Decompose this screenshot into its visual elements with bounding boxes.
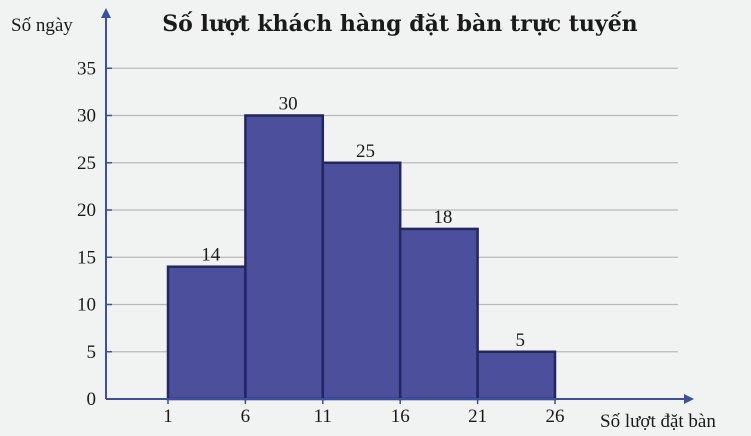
y-tick-label: 0 (87, 389, 97, 410)
y-tick-label: 20 (77, 200, 96, 221)
x-tick-label: 11 (314, 406, 332, 427)
data-label: 18 (433, 207, 452, 228)
y-tick-label: 5 (87, 342, 97, 363)
y-tick-label: 10 (77, 295, 96, 316)
x-tick-labels: 1 6 11 16 21 26 (163, 399, 565, 427)
bars (166, 114, 557, 401)
bar-6-11 (244, 114, 325, 401)
data-label: 25 (356, 141, 375, 162)
x-tick-label: 21 (468, 406, 487, 427)
y-tick-label: 25 (77, 153, 96, 174)
bar-21-26 (476, 350, 557, 401)
data-label: 5 (516, 330, 526, 351)
bar-1-6 (166, 265, 247, 401)
axes (101, 8, 694, 404)
data-labels: 14 30 25 18 5 (201, 94, 525, 351)
chart-title: Số lượt khách hàng đặt bàn trực tuyến (162, 11, 637, 37)
bar-11-16 (321, 161, 402, 401)
x-tick-label: 6 (241, 406, 251, 427)
y-tick-labels: 0 5 10 15 20 25 30 35 (77, 58, 112, 410)
data-label: 30 (279, 94, 298, 115)
y-tick-label: 35 (77, 58, 96, 79)
x-tick-label: 26 (546, 406, 565, 427)
x-tick-label: 1 (163, 406, 173, 427)
y-axis-title: Số ngày (11, 15, 73, 36)
y-tick-label: 15 (77, 247, 96, 268)
data-label: 14 (201, 245, 221, 266)
x-tick-label: 16 (391, 406, 410, 427)
x-axis-title: Số lượt đặt bàn (600, 411, 716, 432)
y-tick-label: 30 (77, 106, 96, 127)
bar-16-21 (398, 227, 479, 401)
